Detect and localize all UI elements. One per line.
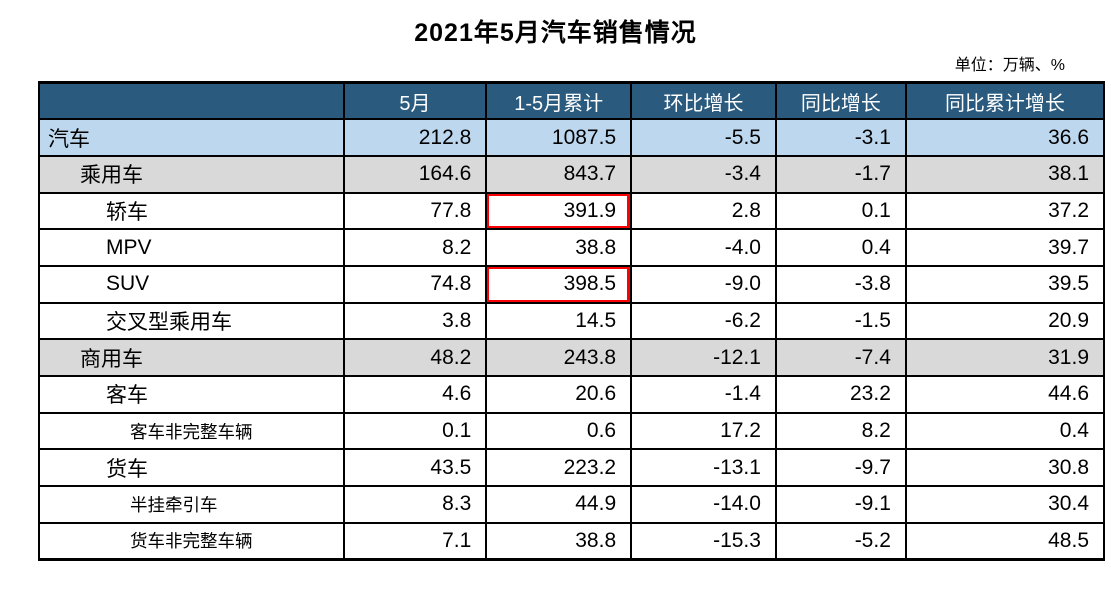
table-row: 货车非完整车辆 7.1 38.8 -15.3 -5.2 48.5 [38, 521, 1106, 561]
cell-value: 77.8 [342, 191, 488, 231]
cell-value: -3.8 [774, 264, 907, 304]
cell-value: 164.6 [342, 154, 488, 194]
cell-value: -3.1 [774, 118, 907, 157]
row-label: SUV [38, 264, 345, 304]
row-label: 轿车 [38, 191, 345, 231]
cell-value: -1.5 [774, 301, 907, 341]
cell-value: 20.6 [485, 375, 633, 414]
cell-value: 48.5 [904, 521, 1106, 561]
row-label: 交叉型乘用车 [38, 301, 345, 341]
cell-value: 74.8 [342, 264, 488, 304]
column-header-0 [38, 81, 345, 121]
row-label: 汽车 [38, 118, 345, 157]
table-row: 轿车 77.8 391.9 2.8 0.1 37.2 [38, 191, 1106, 231]
table-row: 交叉型乘用车 3.8 14.5 -6.2 -1.5 20.9 [38, 301, 1106, 341]
table-row: 半挂牵引车 8.3 44.9 -14.0 -9.1 30.4 [38, 485, 1106, 524]
cell-value: 0.1 [342, 411, 488, 451]
cell-value: 7.1 [342, 521, 488, 561]
cell-value-highlighted: 391.9 [485, 191, 633, 231]
cell-value: 39.7 [904, 228, 1106, 267]
cell-value: 44.9 [485, 485, 633, 524]
cell-value: 39.5 [904, 264, 1106, 304]
cell-value: 36.6 [904, 118, 1106, 157]
cell-value: 43.5 [342, 448, 488, 488]
column-header-4: 同比增长 [774, 81, 907, 121]
row-label: 货车 [38, 448, 345, 488]
cell-value: -14.0 [630, 485, 777, 524]
column-header-2: 1-5月累计 [485, 81, 633, 121]
table-row: SUV 74.8 398.5 -9.0 -3.8 39.5 [38, 264, 1106, 304]
cell-value: 0.4 [904, 411, 1106, 451]
cell-value: 843.7 [485, 154, 633, 194]
cell-value: 0.6 [485, 411, 633, 451]
cell-value: 8.2 [774, 411, 907, 451]
cell-value: -5.5 [630, 118, 777, 157]
cell-value: 23.2 [774, 375, 907, 414]
cell-value: -6.2 [630, 301, 777, 341]
cell-value: -1.4 [630, 375, 777, 414]
row-label: 乘用车 [38, 154, 345, 194]
cell-value: -9.7 [774, 448, 907, 488]
cell-value: -7.4 [774, 338, 907, 377]
row-label: 客车非完整车辆 [38, 411, 345, 451]
table-row: MPV 8.2 38.8 -4.0 0.4 39.7 [38, 228, 1106, 267]
row-label: MPV [38, 228, 345, 267]
cell-value: 8.2 [342, 228, 488, 267]
cell-value: -9.0 [630, 264, 777, 304]
cell-value: -1.7 [774, 154, 907, 194]
cell-value: 14.5 [485, 301, 633, 341]
table-row: 商用车 48.2 243.8 -12.1 -7.4 31.9 [38, 338, 1106, 377]
cell-value: 31.9 [904, 338, 1106, 377]
cell-value: 4.6 [342, 375, 488, 414]
cell-value: 38.1 [904, 154, 1106, 194]
row-label: 半挂牵引车 [38, 485, 345, 524]
unit-note: 单位：万辆、% [954, 57, 1065, 74]
sales-table: 5月 1-5月累计 环比增长 同比增长 同比累计增长 汽车 212.8 1087.5 -5.5… [38, 81, 1106, 561]
table-row: 汽车 212.8 1087.5 -5.5 -3.1 36.6 [38, 118, 1106, 157]
cell-value: 0.4 [774, 228, 907, 267]
cell-value: 38.8 [485, 228, 633, 267]
column-header-3: 环比增长 [630, 81, 777, 121]
cell-value: 243.8 [485, 338, 633, 377]
cell-value: 3.8 [342, 301, 488, 341]
cell-value: -9.1 [774, 485, 907, 524]
cell-value: 48.2 [342, 338, 488, 377]
cell-value-highlighted: 398.5 [485, 264, 633, 304]
cell-value: 2.8 [630, 191, 777, 231]
cell-value: -15.3 [630, 521, 777, 561]
column-header-1: 5月 [342, 81, 488, 121]
cell-value: 20.9 [904, 301, 1106, 341]
row-label: 货车非完整车辆 [38, 521, 345, 561]
cell-value: 30.4 [904, 485, 1106, 524]
cell-value: 37.2 [904, 191, 1106, 231]
cell-value: 44.6 [904, 375, 1106, 414]
table-row: 乘用车 164.6 843.7 -3.4 -1.7 38.1 [38, 154, 1106, 194]
cell-value: 30.8 [904, 448, 1106, 488]
cell-value: 8.3 [342, 485, 488, 524]
table-row: 客车 4.6 20.6 -1.4 23.2 44.6 [38, 375, 1106, 414]
cell-value: -5.2 [774, 521, 907, 561]
cell-value: 223.2 [485, 448, 633, 488]
cell-value: 17.2 [630, 411, 777, 451]
cell-value: 1087.5 [485, 118, 633, 157]
page-title: 2021年5月汽车销售情况 [414, 19, 697, 47]
row-label: 客车 [38, 375, 345, 414]
cell-value: -12.1 [630, 338, 777, 377]
cell-value: -4.0 [630, 228, 777, 267]
cell-value: 38.8 [485, 521, 633, 561]
cell-value: -13.1 [630, 448, 777, 488]
table-row: 客车非完整车辆 0.1 0.6 17.2 8.2 0.4 [38, 411, 1106, 451]
cell-value: 0.1 [774, 191, 907, 231]
column-header-5: 同比累计增长 [904, 81, 1106, 121]
table-header-row: 5月 1-5月累计 环比增长 同比增长 同比累计增长 [38, 81, 1106, 121]
cell-value: 212.8 [342, 118, 488, 157]
table-row: 货车 43.5 223.2 -13.1 -9.7 30.8 [38, 448, 1106, 488]
row-label: 商用车 [38, 338, 345, 377]
cell-value: -3.4 [630, 154, 777, 194]
table-body: 汽车 212.8 1087.5 -5.5 -3.1 36.6 乘用车 164.6 843.7 -3… [38, 118, 1106, 561]
